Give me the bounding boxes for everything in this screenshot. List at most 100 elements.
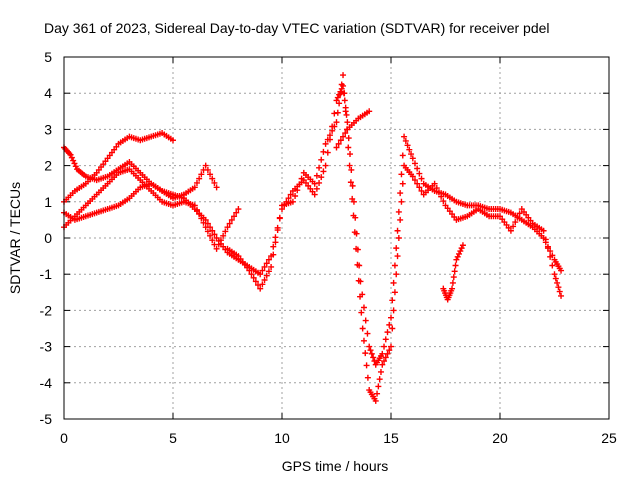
data-point [433,185,440,192]
data-point [364,330,371,337]
x-tick-label: 0 [60,430,68,446]
data-point [347,179,354,186]
data-point [451,268,458,275]
data-point [316,164,323,171]
data-point [343,111,350,118]
data-point [386,321,393,328]
data-point [340,133,347,140]
data-point [233,209,240,216]
data-point [556,288,563,295]
data-point [337,90,344,97]
data-point [334,109,341,116]
data-point [367,347,374,354]
data-point [452,262,459,269]
data-point [228,216,235,223]
data-point [226,220,233,227]
data-point [211,179,218,186]
data-point [393,245,400,252]
data-point [213,184,220,191]
data-point [353,245,360,252]
data-point [276,214,283,221]
data-point [431,180,438,187]
data-point [311,180,318,187]
data-point [213,245,220,252]
data-point [418,187,425,194]
data-point [324,136,331,143]
data-point [211,231,218,238]
x-tick-label: 20 [492,430,508,446]
y-tick-label: 3 [44,121,52,137]
data-point [252,278,259,285]
data-point [272,239,279,246]
data-point [318,174,325,181]
data-point [360,304,367,311]
data-point [204,220,211,227]
data-point [313,172,320,179]
data-point [248,271,255,278]
data-point [296,181,303,188]
series-track-e [224,72,565,404]
data-point [198,215,205,222]
data-point [360,337,367,344]
data-point [341,97,348,104]
chart-title: Day 361 of 2023, Sidereal Day-to-day VTE… [44,20,550,36]
data-point [408,151,415,158]
data-point [338,81,345,88]
data-point [388,343,394,350]
data-point [359,325,366,332]
y-tick-label: 4 [44,85,52,101]
data-point [215,241,222,248]
data-point [416,170,423,177]
data-point [364,374,371,381]
data-point [255,282,262,289]
data-point [207,171,214,178]
data-point [354,261,361,268]
data-point [459,242,466,249]
data-point [349,195,356,202]
data-point [340,72,347,79]
data-point [222,228,229,235]
data-point [202,162,209,169]
data-point [558,267,565,274]
data-point [209,175,216,182]
y-tick-label: -5 [40,411,53,427]
data-point [554,279,561,286]
data-point [449,285,456,292]
data-point [200,219,207,226]
data-point [374,390,381,397]
data-point [544,245,551,252]
data-point [209,237,216,244]
data-point [397,190,404,197]
data-point [398,198,405,205]
axis-ticks: 0 5 10 15 20 25 -5 -4 -3 -2 -1 0 1 2 3 4 5 [40,49,617,446]
data-point [457,248,464,255]
data-point [70,157,77,164]
data-point [416,184,423,191]
x-tick-label: 5 [169,430,177,446]
data-point [261,276,268,283]
data-point [362,317,369,324]
data-point [261,263,268,270]
data-point [384,350,391,357]
data-point [394,227,401,234]
x-tick-label: 15 [383,430,399,446]
data-point [449,279,456,286]
y-tick-label: -4 [40,375,53,391]
data-point [235,206,242,213]
data-point [333,144,340,151]
data-point [337,137,344,144]
data-point [454,253,461,260]
data-point [458,245,465,252]
y-tick-label: -2 [40,302,53,318]
data-point [381,358,388,365]
data-point [265,268,272,275]
data-point [316,179,323,186]
data-point [196,211,203,218]
data-point [368,350,375,357]
data-point [257,271,264,278]
data-point [549,262,556,269]
data-point [438,193,445,200]
data-point [516,210,523,217]
series-track-b [61,130,176,205]
